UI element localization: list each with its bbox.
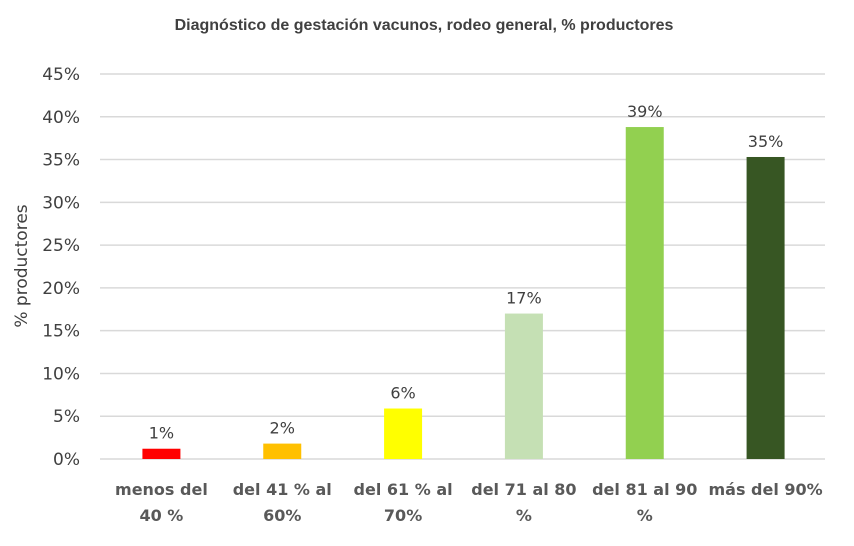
y-tick-label: 15% [42,322,80,342]
data-label: 17% [506,289,542,308]
gridlines [100,73,825,460]
y-axis-label: % productores [12,204,32,327]
bar [263,443,302,459]
bar [504,313,543,459]
bar [142,448,181,459]
category-label: del 41 % al [233,480,332,499]
data-label: 6% [390,384,415,403]
data-label: 2% [270,419,295,438]
data-label: 1% [149,424,174,443]
bar [625,127,664,460]
category-label: 40 % [139,506,183,525]
data-label: 39% [627,102,663,121]
category-label: más del 90% [708,480,822,499]
category-label: del 71 al 80 [471,480,576,499]
category-labels: menos del 40 % del 41 % al 60% del 61 % al 70… [115,480,823,525]
y-tick-label: 10% [42,364,80,384]
bar [384,408,423,459]
bars [142,127,785,460]
y-tick-label: 25% [42,236,80,256]
category-label: 70% [384,506,422,525]
y-axis-ticks: 0% 5% 10% 15% 20% 25% 30% 35% 40% 45% [42,65,80,470]
data-label: 35% [748,132,784,151]
y-tick-label: 40% [42,108,80,128]
bar [746,156,785,459]
y-tick-label: 5% [53,407,80,427]
y-tick-label: 30% [42,193,80,213]
category-label: del 61 % al [354,480,453,499]
category-label: % [516,506,532,525]
category-label: 60% [263,506,301,525]
category-label: del 81 al 90 [592,480,697,499]
category-label: menos del [115,480,208,499]
y-tick-label: 45% [42,65,80,85]
y-tick-label: 20% [42,279,80,299]
chart-title: Diagnóstico de gestación vacunos, rodeo … [175,17,674,34]
category-label: % [637,506,653,525]
data-labels: 1% 2% 6% 17% 39% 35% [149,102,784,443]
y-tick-label: 0% [53,450,80,470]
y-tick-label: 35% [42,151,80,171]
